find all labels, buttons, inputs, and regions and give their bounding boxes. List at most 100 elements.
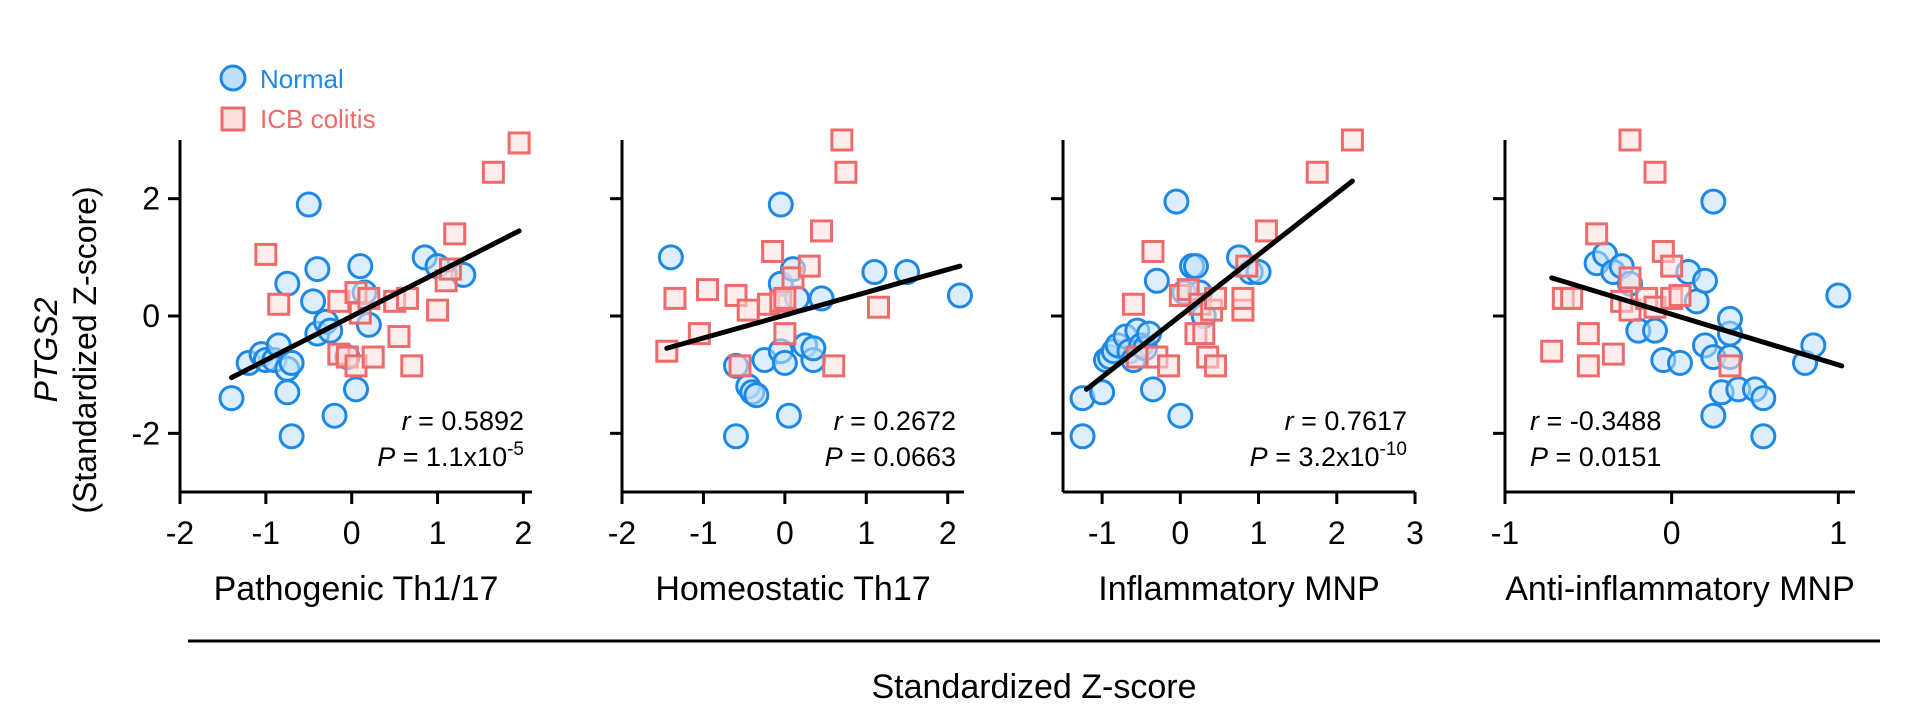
normal-point [1182,253,1209,280]
normal-point [218,385,245,412]
legend: Normal ICB colitis [219,64,376,134]
icb-point [1576,322,1600,346]
x-tick-label: -1 [1088,515,1116,551]
normal-point [800,335,827,362]
x-tick-label: 2 [1328,515,1346,551]
x-tick-label: 1 [429,515,447,551]
icb-point [736,298,760,322]
icb-point [761,239,785,263]
normal-point [295,191,322,218]
normal-point [300,288,327,315]
icb-point [810,219,833,243]
icb-point [867,295,890,319]
x-axis-label: Homeostatic Th17 [655,570,930,608]
normal-point [743,382,770,409]
icb-point [822,354,846,378]
normal-point [767,191,794,218]
icb-point [1254,219,1278,243]
icb-point [481,160,505,184]
y-tick-label: -2 [132,415,160,451]
panel-4: -1 0 1 r = -0.3488 P = 0.0151 Anti-inflammato… [1491,128,1855,608]
x-tick-label: 0 [1171,515,1189,551]
normal-point [321,402,348,429]
icb-point [1192,322,1216,346]
icb-point [1718,354,1742,378]
y-axis-label-sub: (Standardized Z-score) [67,186,103,513]
normal-point [775,402,802,429]
icb-point [1618,266,1642,290]
icb-point [728,354,752,378]
normal-point [1642,317,1668,344]
normal-point [946,282,973,309]
icb-point [1305,160,1329,184]
normal-point [1167,402,1194,429]
icb-point [426,298,450,322]
common-x-axis-label: Standardized Z-score [871,668,1196,706]
normal-point [1143,267,1170,294]
x-tick-label: 0 [776,515,794,551]
normal-point [1750,385,1777,412]
normal-point [274,270,301,297]
icb-point [1204,354,1228,378]
stat-r: r = 0.5892 [402,406,524,436]
legend-icb-label: ICB colitis [260,104,376,134]
normal-point [1825,282,1852,309]
regression-line [1549,275,1845,369]
normal-point [1089,379,1116,406]
x-tick-label: 1 [857,515,875,551]
icb-point [507,131,531,155]
icb-point [400,354,424,378]
stat-p: P = 0.0151 [1530,442,1661,472]
normal-point [861,259,888,285]
icb-point [663,286,687,310]
normal-point [1069,423,1096,450]
icb-point [1560,286,1584,310]
normal-point [1692,267,1718,294]
icb-point [1660,254,1684,278]
icb-point [1643,160,1667,184]
stat-r: r = 0.2672 [834,406,956,436]
icb-point [387,325,411,349]
stat-p: P = 1.1x10-5 [377,439,524,472]
icb-point [1231,286,1255,310]
normal-point [274,379,301,406]
icb-point [834,160,858,184]
normal-point [304,256,331,283]
icb-point [1618,128,1642,152]
x-tick-label: -1 [689,515,717,551]
x-axis-label: Inflammatory MNP [1098,570,1380,608]
regression-line [664,263,963,351]
stat-r: r = -0.3488 [1530,406,1661,436]
panel-2: -2 -1 0 1 2 r = 0.2672 P = 0.0663 Homeostatic T… [608,128,973,608]
normal-point [347,253,374,280]
x-axis-label: Anti-inflammatory MNP [1505,570,1855,608]
normal-point [1163,188,1190,215]
normal-point [1667,349,1693,376]
normal-point [343,376,369,403]
icb-point [1141,239,1165,263]
normal-point [771,349,798,376]
x-tick-label: 2 [515,515,533,551]
icb-point [1121,292,1145,316]
y-tick-label: 0 [142,298,160,334]
x-tick-label: 1 [1250,515,1268,551]
x-tick-label: 1 [1829,515,1847,551]
normal-point [1750,423,1777,450]
legend-normal-marker [219,64,247,92]
icb-point [267,292,291,316]
normal-point [1700,402,1727,429]
icb-point [1585,222,1609,246]
icb-point [1540,339,1564,363]
stat-p: P = 3.2x10-10 [1250,439,1407,472]
x-tick-label: 0 [343,515,361,551]
x-tick-label: 0 [1663,515,1681,551]
x-axis-label: Pathogenic Th1/17 [214,570,499,608]
x-tick-label: -2 [608,515,636,551]
icb-point [1157,354,1181,378]
normal-point [1700,188,1727,215]
icb-point [1576,354,1600,378]
icb-point [797,254,821,278]
